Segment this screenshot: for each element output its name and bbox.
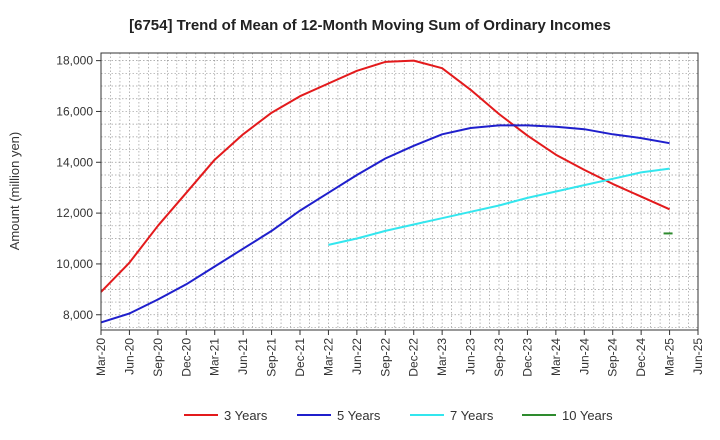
- x-tick-label: Sep-20: [151, 338, 165, 377]
- x-tick-label: Jun-20: [122, 338, 136, 375]
- x-tick-label: Jun-24: [577, 338, 591, 375]
- x-tick-label: Mar-21: [208, 338, 222, 376]
- x-tick-label: Mar-22: [321, 338, 335, 376]
- x-tick-label: Mar-20: [94, 338, 108, 376]
- y-tick-label: 16,000: [56, 104, 93, 118]
- series-line-5-years: [100, 124, 670, 324]
- x-tick-label: Sep-24: [606, 338, 620, 377]
- legend-label-5-years: 5 Years: [337, 408, 381, 423]
- x-tick-label: Dec-20: [179, 338, 193, 377]
- x-tick-label: Jun-22: [350, 338, 364, 375]
- series-layer: [100, 59, 673, 324]
- x-tick-label: Sep-23: [492, 338, 506, 377]
- legend-label-3-years: 3 Years: [224, 408, 268, 423]
- y-axis: 8,000 10,000 12,000 14,000 16,000 18,000: [56, 54, 101, 322]
- series-line-3-years: [100, 59, 671, 293]
- x-tick-label: Dec-24: [634, 338, 648, 377]
- legend-label-7-years: 7 Years: [450, 408, 494, 423]
- series-line-7-years: [328, 167, 670, 246]
- x-tick-label: Jun-23: [464, 338, 478, 375]
- plot-frame: [100, 52, 699, 331]
- x-tick-label: Mar-25: [663, 338, 677, 376]
- x-tick-label: Sep-21: [265, 338, 279, 377]
- x-tick-label: Dec-21: [293, 338, 307, 377]
- y-tick-label: 14,000: [56, 155, 93, 169]
- grid: [101, 53, 698, 330]
- x-tick-label: Jun-21: [236, 338, 250, 375]
- y-tick-label: 8,000: [63, 308, 93, 322]
- x-axis: Mar-20 Jun-20 Sep-20 Dec-20 Mar-21 Jun-21 Sep-…: [94, 330, 705, 377]
- legend-label-10-years: 10 Years: [562, 408, 613, 423]
- y-tick-label: 10,000: [56, 257, 93, 271]
- x-tick-label: Mar-23: [435, 338, 449, 376]
- x-tick-label: Dec-22: [407, 338, 421, 377]
- plot-area: [101, 53, 698, 330]
- x-tick-label: Sep-22: [378, 338, 392, 377]
- x-tick-label: Jun-25: [691, 338, 705, 375]
- legend: 3 Years 5 Years 7 Years 10 Years: [184, 408, 613, 423]
- y-axis-title: Amount (million yen): [7, 132, 22, 251]
- chart-title: [6754] Trend of Mean of 12-Month Moving …: [129, 17, 611, 34]
- y-tick-label: 12,000: [56, 206, 93, 220]
- x-tick-label: Dec-23: [520, 338, 534, 377]
- x-tick-label: Mar-24: [549, 338, 563, 376]
- y-tick-label: 18,000: [56, 54, 93, 68]
